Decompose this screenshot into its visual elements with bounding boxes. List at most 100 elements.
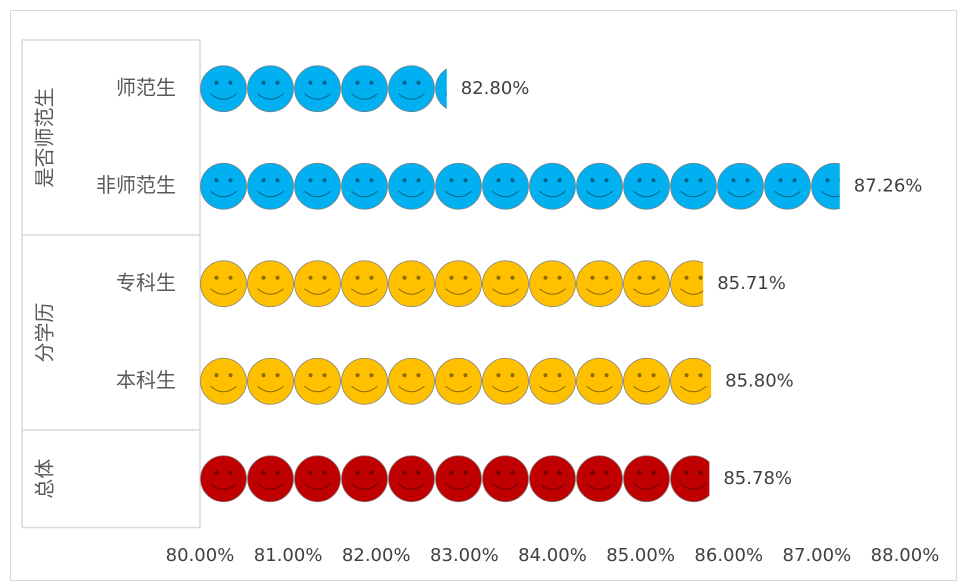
smiley-mouth	[257, 288, 284, 295]
smiley-eye	[463, 178, 468, 183]
smiley-face	[294, 260, 341, 308]
smiley-eye	[369, 80, 374, 85]
smiley-eye	[322, 373, 327, 378]
smiley-mouth	[210, 288, 237, 295]
smiley-mouth	[821, 190, 840, 198]
smiley-face	[341, 455, 388, 503]
smiley-face	[200, 260, 247, 308]
value-label: 85.80%	[725, 370, 794, 391]
smiley-eye	[449, 275, 454, 280]
x-tick-label: 86.00%	[694, 545, 763, 566]
smiley-eye	[698, 470, 703, 475]
smiley-mouth	[680, 385, 707, 393]
smiley-mouth	[304, 190, 331, 198]
smiley-face	[200, 357, 247, 405]
smiley-eye	[557, 470, 562, 475]
smiley-eye	[308, 470, 313, 475]
smiley-mouth	[398, 288, 425, 295]
smiley-face	[294, 162, 341, 210]
x-tick-label: 87.00%	[783, 545, 852, 566]
smiley-eye	[416, 275, 421, 280]
smiley-eye	[449, 373, 454, 378]
chart-border	[10, 10, 957, 581]
value-label: 82.80%	[461, 78, 530, 99]
smiley-eye	[261, 470, 266, 475]
smiley-eye	[543, 373, 548, 378]
smiley-eye	[698, 178, 703, 183]
x-tick-label: 85.00%	[606, 545, 675, 566]
bar	[200, 455, 710, 503]
smiley-face	[529, 260, 576, 308]
smiley-face	[623, 357, 670, 405]
smiley-face	[670, 162, 717, 210]
smiley-eye	[839, 179, 840, 182]
smiley-mouth	[398, 385, 425, 393]
smiley-mouth	[586, 288, 613, 295]
smiley-eye	[322, 275, 327, 280]
smiley-mouth	[586, 190, 613, 198]
smiley-mouth	[210, 93, 237, 100]
x-tick-label: 82.00%	[342, 545, 411, 566]
smiley-eye	[496, 470, 501, 475]
smiley-eye	[228, 275, 233, 280]
smiley-mouth	[210, 483, 237, 490]
smiley-eye	[369, 373, 374, 378]
smiley-eye	[496, 373, 501, 378]
smiley-face	[623, 455, 670, 503]
smiley-eye	[590, 178, 595, 183]
category-label: 专科生	[116, 270, 176, 294]
smiley-eye	[590, 373, 595, 378]
smiley-eye	[684, 470, 689, 475]
smiley-face	[388, 455, 435, 503]
smiley-eye	[214, 178, 219, 183]
smiley-mouth	[445, 288, 472, 295]
smiley-eye	[604, 178, 609, 183]
smiley-face	[388, 357, 435, 405]
smiley-mouth	[257, 483, 284, 490]
smiley-eye	[449, 178, 454, 183]
smiley-mouth	[539, 190, 566, 198]
smiley-eye	[557, 178, 562, 183]
smiley-face	[764, 162, 811, 210]
smiley-face	[811, 162, 840, 210]
smiley-eye	[637, 275, 642, 280]
smiley-eye	[684, 373, 689, 378]
smiley-mouth	[257, 385, 284, 393]
smiley-face	[670, 260, 704, 308]
smiley-face	[247, 65, 294, 113]
smiley-face	[576, 357, 623, 405]
smiley-face	[294, 357, 341, 405]
smiley-mouth	[351, 385, 378, 393]
smiley-eye	[228, 470, 233, 475]
smiley-mouth	[445, 190, 472, 198]
smiley-eye	[510, 178, 515, 183]
smiley-face	[200, 455, 247, 503]
group-label: 总体	[33, 459, 57, 499]
smiley-face	[576, 162, 623, 210]
smiley-eye	[557, 275, 562, 280]
smiley-face	[294, 455, 341, 503]
smiley-face	[247, 162, 294, 210]
smiley-mouth	[680, 190, 707, 198]
smiley-eye	[228, 178, 233, 183]
smiley-mouth	[351, 93, 378, 100]
smiley-face	[529, 357, 576, 405]
smiley-mouth	[539, 288, 566, 295]
smiley-eye	[496, 275, 501, 280]
category-label: 师范生	[116, 75, 176, 99]
smiley-face	[482, 455, 529, 503]
smiley-face	[388, 260, 435, 308]
smiley-face	[388, 162, 435, 210]
smiley-eye	[557, 373, 562, 378]
smiley-eye	[496, 178, 501, 183]
smiley-mouth	[445, 385, 472, 393]
smiley-eye	[355, 80, 360, 85]
category-label: 非师范生	[96, 173, 176, 197]
value-label: 85.78%	[723, 468, 792, 489]
x-tick-label: 80.00%	[166, 545, 235, 566]
smiley-mouth	[633, 483, 660, 490]
smiley-mouth	[210, 385, 237, 393]
smiley-eye	[604, 373, 609, 378]
smiley-face	[247, 455, 294, 503]
bar	[200, 357, 712, 405]
